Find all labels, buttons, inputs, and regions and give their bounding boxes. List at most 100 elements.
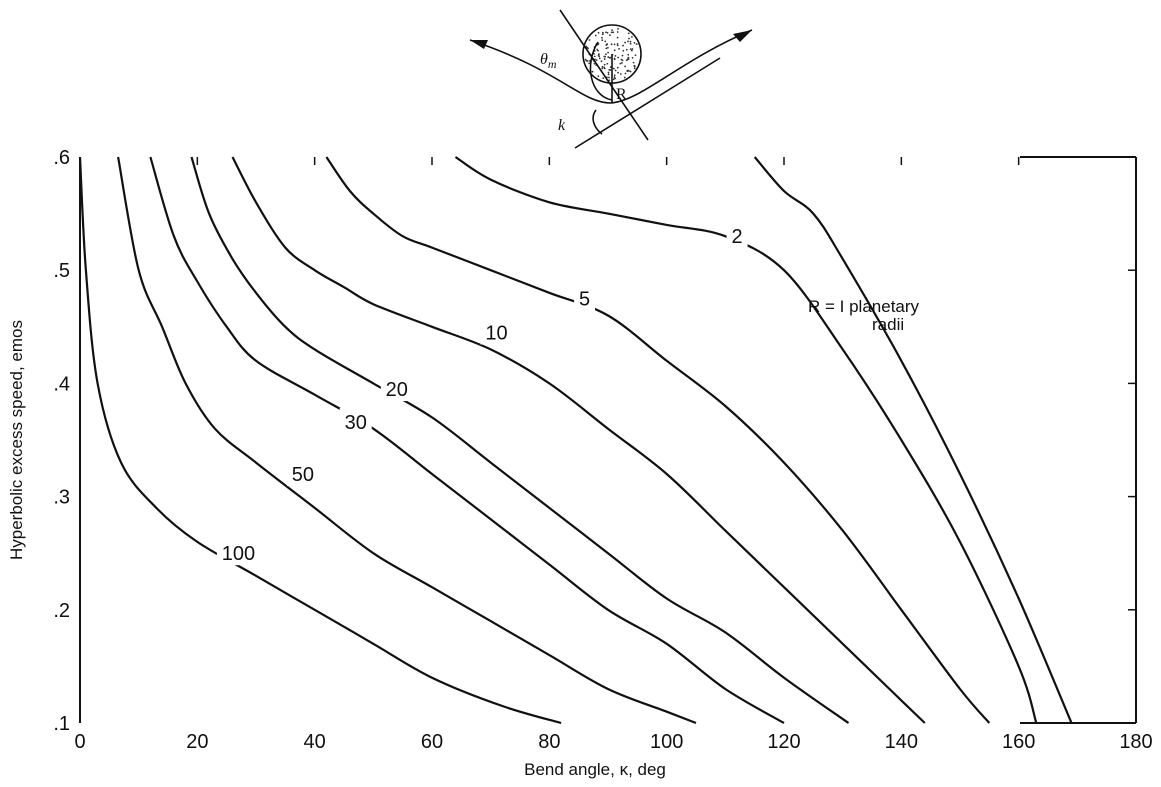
stipple-dot — [607, 56, 610, 58]
stipple-dot — [593, 52, 595, 55]
stipple-dot — [631, 56, 634, 59]
stipple-dot — [602, 77, 605, 80]
stipple-dot — [627, 56, 630, 59]
stipple-dot — [595, 59, 598, 62]
stipple-dot — [628, 37, 630, 40]
stipple-dot — [626, 69, 629, 72]
stipple-dot — [610, 43, 613, 46]
stipple-dot — [597, 75, 600, 78]
series-line-10 — [231, 156, 926, 724]
stipple-dot — [607, 51, 609, 54]
stipple-dot — [606, 62, 609, 65]
stipple-dot — [624, 72, 627, 75]
stipple-dot — [631, 48, 634, 50]
curve-label-mask — [480, 318, 513, 345]
y-tick-label: .1 — [53, 713, 70, 735]
stipple-dot — [603, 66, 606, 69]
y-tick-label: .4 — [53, 373, 70, 395]
stipple-dot — [616, 66, 619, 69]
stipple-dot — [613, 43, 616, 46]
stipple-dot — [624, 41, 627, 44]
stipple-dot — [619, 73, 622, 75]
stipple-dot — [602, 31, 604, 34]
stipple-dot — [633, 67, 636, 70]
stipple-dot — [608, 68, 611, 71]
curve-label-mask — [726, 222, 748, 249]
stipple-dot — [635, 43, 638, 45]
curve-label-2: 2 — [732, 226, 743, 248]
series-line-50 — [117, 156, 697, 725]
stipple-dot — [624, 65, 626, 68]
stipple-dot — [634, 54, 637, 57]
stipple-dot — [633, 64, 636, 67]
stipple-dot — [630, 49, 633, 52]
curve-label-mask — [574, 284, 596, 311]
stipple-dot — [606, 43, 608, 45]
stipple-dot — [627, 40, 629, 43]
stipple-dot — [612, 78, 615, 81]
x-tick-label: 180 — [1119, 731, 1152, 753]
stipple-dot — [618, 47, 620, 50]
radius-label: R — [616, 86, 627, 103]
curve-label-50: 50 — [292, 464, 314, 486]
series-line-30 — [149, 156, 785, 724]
stipple-dot — [619, 62, 622, 65]
stipple-dot — [597, 31, 600, 34]
stipple-dot — [629, 48, 632, 51]
stipple-dot — [616, 36, 619, 39]
stipple-dot — [633, 41, 636, 44]
stipple-dot — [613, 49, 616, 52]
theta-arc — [589, 41, 613, 101]
curve-label-mask — [286, 459, 319, 486]
stipple-dot — [617, 27, 619, 30]
stipple-dot — [613, 74, 616, 77]
axes — [79, 156, 1137, 724]
flyby-diagram: θm R k — [469, 9, 753, 149]
trajectory-arrow-left — [470, 40, 488, 49]
curve-label-100: 100 — [222, 543, 255, 565]
stipple-dot — [616, 43, 619, 45]
stipple-dot — [601, 67, 604, 70]
y-axis-title: Hyperbolic excess speed, emos — [7, 320, 26, 560]
x-tick-label: 140 — [885, 731, 918, 753]
stipple-dot — [603, 63, 606, 66]
stipple-dot — [598, 57, 601, 60]
trajectory-path — [469, 29, 753, 104]
stipple-dot — [605, 31, 607, 34]
stipple-dot — [622, 49, 625, 52]
stipple-dot — [631, 35, 633, 38]
curve-label-mask — [380, 375, 413, 402]
stipple-dot — [601, 39, 604, 42]
stipple-dot — [607, 71, 610, 74]
stipple-dot — [593, 62, 596, 65]
y-tick-label: .6 — [53, 147, 70, 169]
stipple-dot — [606, 46, 609, 49]
stipple-dot — [610, 31, 613, 34]
curve-label-20: 20 — [386, 379, 408, 401]
stipple-dot — [591, 70, 594, 73]
curve-label-mask — [339, 407, 372, 434]
x-tick-label: 20 — [186, 731, 208, 753]
stipple-dot — [597, 49, 600, 52]
y-tick-label: .3 — [53, 487, 70, 509]
series-line-100 — [78, 156, 562, 725]
stipple-dot — [612, 67, 615, 70]
stipple-dot — [584, 58, 587, 61]
stipple-dot — [613, 76, 616, 78]
radius-note-line1: R = I planetary — [808, 297, 920, 316]
bend-arc — [592, 109, 603, 135]
stipple-dot — [616, 31, 619, 33]
stipple-dot — [608, 57, 611, 59]
stipple-dot — [606, 31, 609, 34]
series-line-R=1 — [753, 156, 1073, 724]
stipple-dot — [626, 58, 629, 61]
stipple-dot — [601, 65, 604, 68]
x-tick-label: 100 — [650, 731, 683, 753]
series-line-20 — [190, 156, 850, 724]
stipple-dot — [613, 57, 616, 60]
x-axis-title: Bend angle, κ, deg — [524, 760, 666, 779]
curve-label-5: 5 — [579, 289, 590, 311]
stipple-dot — [614, 69, 617, 72]
bend-label: k — [558, 117, 566, 134]
